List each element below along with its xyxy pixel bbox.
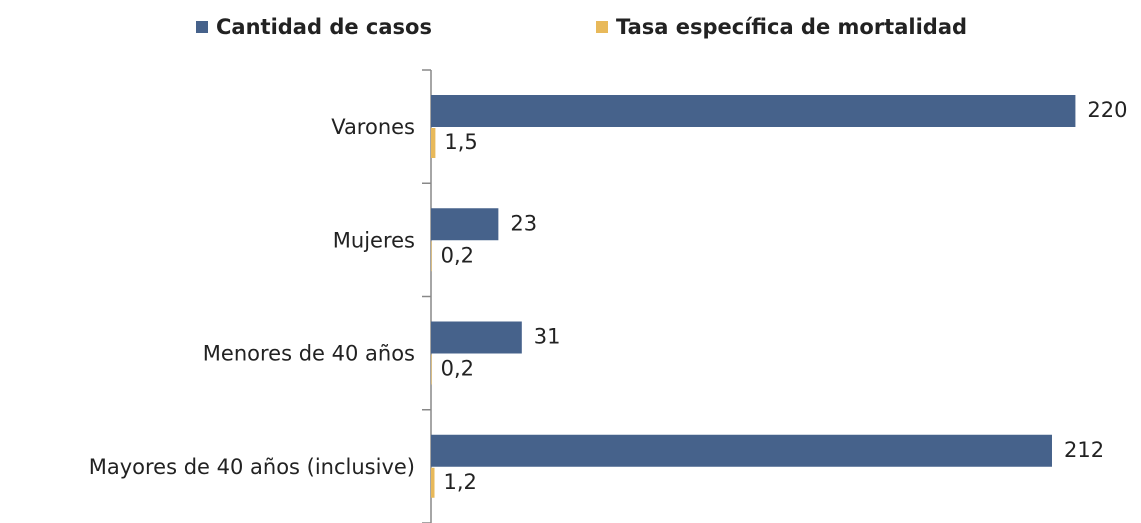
category-label: Mujeres xyxy=(333,228,415,252)
bar xyxy=(431,434,1052,467)
bar xyxy=(431,128,436,158)
value-label: 212 xyxy=(1064,438,1104,462)
value-label: 31 xyxy=(534,325,561,349)
bar xyxy=(431,321,522,354)
value-label: 1,2 xyxy=(444,470,477,494)
legend-label: Cantidad de casos xyxy=(216,15,432,39)
bar xyxy=(431,95,1076,127)
value-label: 23 xyxy=(510,211,537,235)
legend-swatch xyxy=(196,21,208,33)
legend-swatch xyxy=(596,21,608,33)
bar xyxy=(431,467,435,498)
value-label: 220 xyxy=(1087,98,1127,122)
value-label: 0,2 xyxy=(441,357,474,381)
bar xyxy=(431,241,432,272)
legend-label: Tasa específica de mortalidad xyxy=(616,15,967,39)
category-label: Mayores de 40 años (inclusive) xyxy=(89,455,415,479)
category-label: Varones xyxy=(331,115,415,139)
value-label: 1,5 xyxy=(444,130,477,154)
value-label: 0,2 xyxy=(441,243,474,267)
bar xyxy=(431,208,499,241)
category-label: Menores de 40 años xyxy=(203,342,415,366)
bar xyxy=(431,354,432,385)
